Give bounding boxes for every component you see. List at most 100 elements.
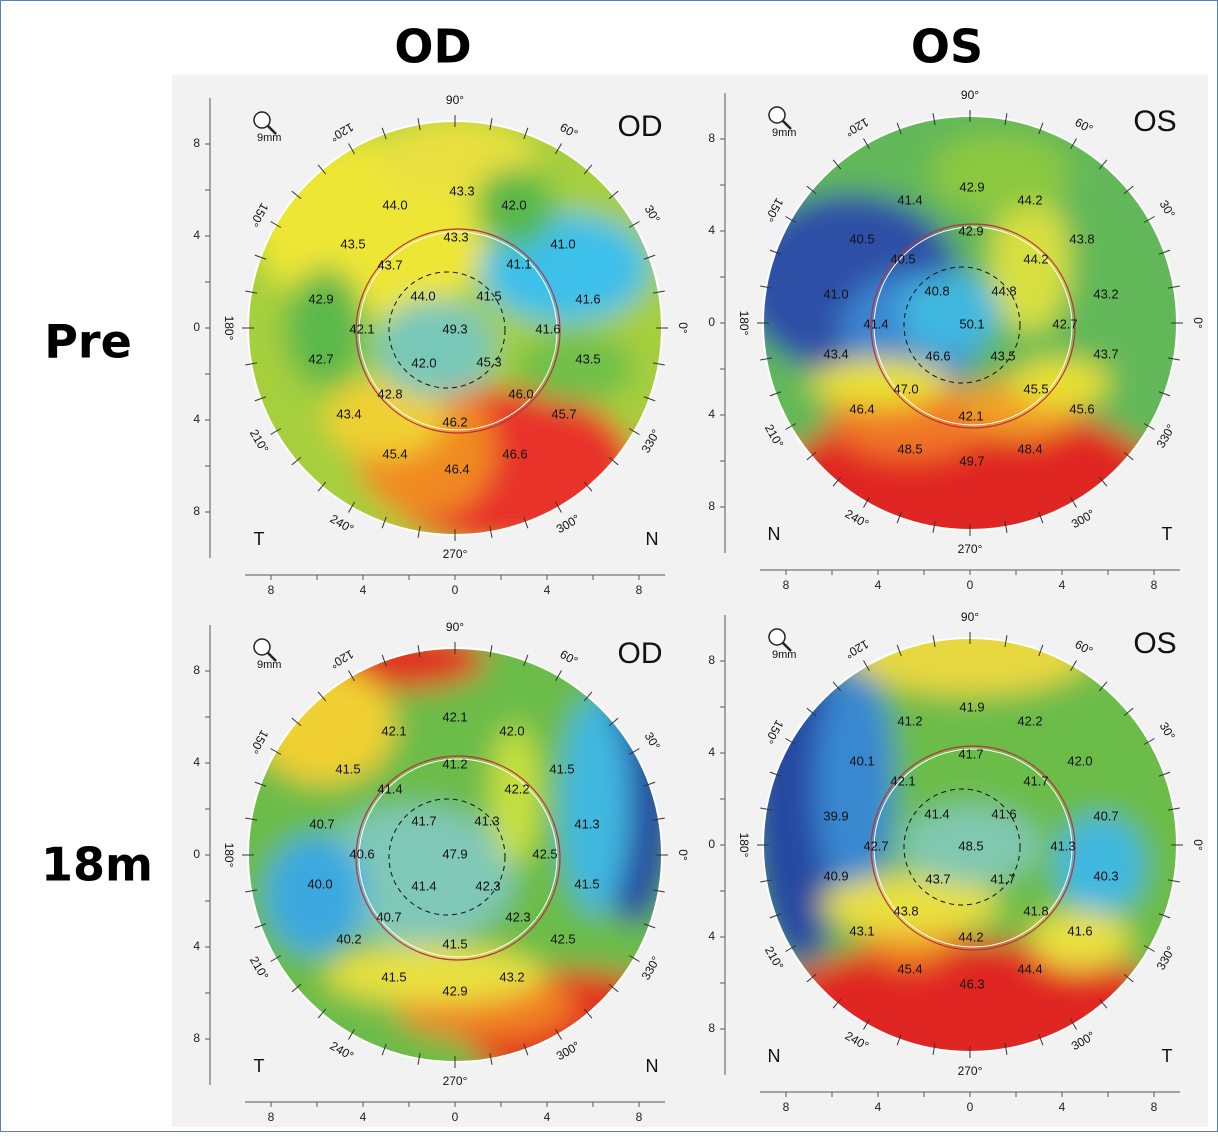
k-reading: 41.2 [442,756,467,771]
y-tick-label: 8 [193,663,200,677]
angle-label: 180° [222,316,236,341]
k-reading: 40.5 [849,231,874,246]
k-reading: 46.0 [508,386,533,401]
y-tick-label: 8 [193,136,200,150]
k-reading: 39.9 [823,808,848,823]
x-tick-label: 4 [544,583,551,597]
y-tick-label: 8 [708,131,715,145]
k-reading: 42.9 [958,223,983,238]
angle-label: 180° [222,843,236,868]
color-zone [930,133,1070,213]
k-reading: 40.9 [823,868,848,883]
k-reading: 40.1 [849,753,874,768]
color-zone [810,358,950,408]
k-reading: 41.7 [990,871,1015,886]
k-reading: 42.7 [863,838,888,853]
k-reading: 40.2 [336,931,361,946]
y-tick-label: 8 [708,653,715,667]
side-label: N [646,1056,659,1076]
k-reading: 48.5 [958,838,983,853]
k-reading: 41.6 [575,291,600,306]
zoom-label: 9mm [772,649,796,661]
k-reading: 42.0 [499,723,524,738]
k-reading: 41.5 [442,936,467,951]
x-tick-label: 8 [783,578,790,592]
x-tick-label: 4 [1059,1100,1066,1114]
zoom-label: 9mm [772,127,796,139]
k-reading: 43.4 [823,346,848,361]
k-reading: 41.0 [550,236,575,251]
zoom-icon [769,107,785,123]
x-tick-label: 4 [360,583,367,597]
figure: OD OS Pre 18m 90°60°30°0°330°300°270°240… [0,0,1218,1132]
k-reading: 40.6 [349,846,374,861]
x-tick-label: 8 [783,1100,790,1114]
k-reading: 41.3 [474,813,499,828]
k-reading: 42.0 [411,355,436,370]
k-reading: 40.3 [1093,868,1118,883]
k-reading: 45.6 [1069,401,1094,416]
color-zone [375,298,495,398]
angle-label: 0° [1191,839,1205,851]
angle-label: 90° [961,610,979,624]
k-reading: 42.5 [550,931,575,946]
angle-label: 0° [676,849,690,861]
k-reading: 42.3 [475,878,500,893]
k-reading: 41.6 [535,321,560,336]
k-reading: 41.4 [924,806,949,821]
k-reading: 49.7 [959,453,984,468]
k-reading: 43.8 [893,903,918,918]
x-tick-label: 0 [452,1110,459,1124]
k-reading: 44.0 [382,197,407,212]
k-reading: 43.5 [340,236,365,251]
k-reading: 43.4 [336,406,361,421]
eye-label: OD [618,110,663,143]
y-tick-label: 4 [708,745,715,759]
k-reading: 40.7 [376,909,401,924]
y-tick-label: 4 [708,407,715,421]
angle-label: 270° [958,1064,983,1078]
k-reading: 42.8 [377,386,402,401]
zoom-icon [769,629,785,645]
k-reading: 41.3 [574,816,599,831]
k-reading: 41.5 [549,761,574,776]
color-zone [1055,815,1145,915]
y-tick-label: 4 [708,223,715,237]
y-tick-label: 0 [193,847,200,861]
k-reading: 42.2 [1017,713,1042,728]
angle-label: 90° [446,93,464,107]
k-reading: 41.7 [958,746,983,761]
angle-label: 90° [446,620,464,634]
y-tick-label: 0 [193,320,200,334]
k-reading: 47.0 [893,381,918,396]
side-label: T [254,529,265,549]
k-reading: 42.0 [501,197,526,212]
k-reading: 42.1 [958,408,983,423]
k-reading: 41.4 [863,316,888,331]
k-reading: 42.1 [381,723,406,738]
zoom-icon [254,112,270,128]
k-reading: 42.2 [504,781,529,796]
x-tick-label: 8 [636,1110,643,1124]
eye-label: OS [1133,627,1176,660]
eye-label: OS [1133,105,1176,138]
eye-label: OD [618,637,663,670]
k-reading: 41.6 [991,806,1016,821]
k-reading: 41.6 [1067,923,1092,938]
column-header: OD [394,20,471,74]
y-tick-label: 8 [708,1021,715,1035]
angle-label: 0° [1191,317,1205,329]
x-tick-label: 8 [1151,578,1158,592]
x-tick-label: 8 [1151,1100,1158,1114]
angle-label: 270° [443,1074,468,1088]
k-reading: 43.2 [1093,286,1118,301]
k-reading: 45.4 [897,961,922,976]
y-tick-label: 8 [708,499,715,513]
k-reading: 43.8 [1069,231,1094,246]
k-reading: 44.0 [410,288,435,303]
k-reading: 42.1 [349,321,374,336]
k-reading: 43.1 [849,923,874,938]
y-tick-label: 4 [708,929,715,943]
k-reading: 45.4 [382,446,407,461]
k-reading: 41.9 [959,699,984,714]
